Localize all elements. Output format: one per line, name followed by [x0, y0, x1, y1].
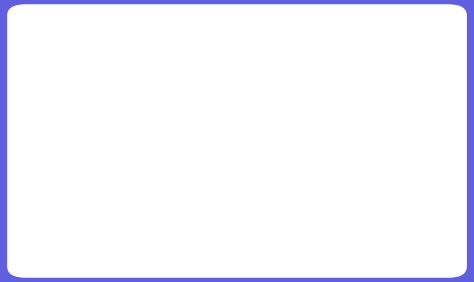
Text: H: H [256, 135, 270, 153]
Text: CH$_3$-CH=CH$_2$: CH$_3$-CH=CH$_2$ [37, 165, 162, 185]
Text: H: H [417, 166, 431, 184]
Text: C: C [319, 166, 331, 184]
Text: H: H [318, 197, 332, 215]
Text: C: C [257, 166, 269, 184]
Text: HYDROCARBON (PROPANE): HYDROCARBON (PROPANE) [62, 84, 412, 107]
Text: H: H [372, 135, 386, 153]
Text: H: H [318, 135, 332, 153]
Text: C: C [373, 166, 385, 184]
Text: teachoo: teachoo [390, 13, 448, 27]
Text: UNSATURATED: UNSATURATED [118, 45, 356, 73]
Text: H: H [372, 197, 386, 215]
Text: H: H [256, 197, 270, 215]
